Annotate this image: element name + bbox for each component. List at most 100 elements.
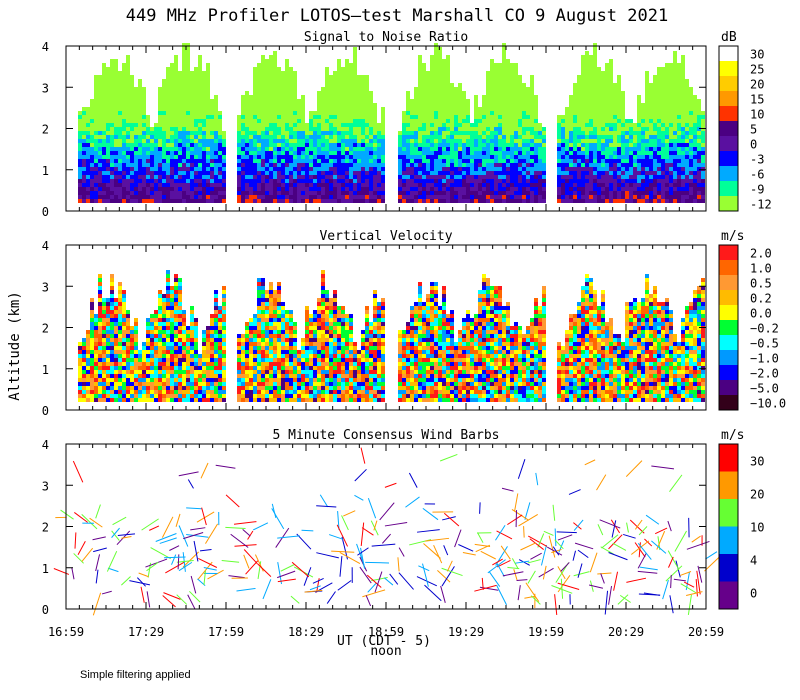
field-cell	[110, 87, 114, 91]
field-cell	[506, 171, 510, 175]
field-cell	[557, 155, 561, 159]
field-cell	[142, 119, 146, 123]
field-cell	[454, 163, 458, 167]
field-cell	[285, 91, 289, 95]
field-cell	[510, 111, 514, 115]
field-cell	[337, 63, 341, 67]
field-cell	[565, 187, 569, 191]
field-cell	[593, 79, 597, 83]
field-cell	[510, 127, 514, 131]
field-cell	[210, 163, 214, 167]
field-cell	[381, 139, 385, 143]
field-cell	[466, 107, 470, 111]
field-cell	[430, 103, 434, 107]
field-cell	[166, 155, 170, 159]
field-cell	[573, 155, 577, 159]
field-cell	[114, 342, 118, 346]
field-cell	[174, 67, 178, 71]
field-cell	[589, 95, 593, 99]
field-cell	[241, 195, 245, 199]
field-cell	[166, 151, 170, 155]
field-cell	[98, 167, 102, 171]
field-cell	[249, 143, 253, 147]
field-cell	[337, 147, 341, 151]
field-cell	[118, 119, 122, 123]
field-cell	[466, 159, 470, 163]
field-cell	[198, 67, 202, 71]
field-cell	[629, 195, 633, 199]
field-cell	[502, 55, 506, 59]
colorbar-label: -12	[750, 198, 772, 212]
field-cell	[261, 91, 265, 95]
field-cell	[601, 103, 605, 107]
field-cell	[333, 135, 337, 139]
field-cell	[301, 115, 305, 119]
field-cell	[685, 191, 689, 195]
field-cell	[478, 175, 482, 179]
field-cell	[502, 83, 506, 87]
field-cell	[118, 175, 122, 179]
field-cell	[661, 75, 665, 79]
field-cell	[561, 131, 565, 135]
field-cell	[194, 167, 198, 171]
field-cell	[122, 179, 126, 183]
field-cell	[470, 191, 474, 195]
field-cell	[345, 195, 349, 199]
field-cell	[621, 115, 625, 119]
field-cell	[257, 67, 261, 71]
field-cell	[122, 314, 126, 318]
field-cell	[273, 99, 277, 103]
field-cell	[613, 191, 617, 195]
field-cell	[110, 135, 114, 139]
field-cell	[577, 95, 581, 99]
field-cell	[353, 147, 357, 151]
field-cell	[110, 354, 114, 358]
field-cell	[565, 199, 569, 203]
field-cell	[206, 179, 210, 183]
field-cell	[130, 115, 134, 119]
field-cell	[402, 123, 406, 127]
field-cell	[154, 143, 158, 147]
field-cell	[677, 163, 681, 167]
field-cell	[102, 382, 106, 386]
field-cell	[470, 179, 474, 183]
field-cell	[573, 95, 577, 99]
field-cell	[565, 191, 569, 195]
field-cell	[86, 147, 90, 151]
field-cell	[126, 183, 130, 187]
field-cell	[301, 163, 305, 167]
field-cell	[502, 51, 506, 55]
field-cell	[333, 79, 337, 83]
field-cell	[681, 119, 685, 123]
field-cell	[118, 163, 122, 167]
field-cell	[353, 75, 357, 79]
field-cell	[281, 107, 285, 111]
field-cell	[98, 342, 102, 346]
field-cell	[261, 127, 265, 131]
field-cell	[669, 163, 673, 167]
field-cell	[257, 75, 261, 79]
field-cell	[633, 127, 637, 131]
field-cell	[241, 155, 245, 159]
field-cell	[333, 143, 337, 147]
field-cell	[557, 167, 561, 171]
field-cell	[593, 111, 597, 115]
field-cell	[502, 143, 506, 147]
field-cell	[633, 139, 637, 143]
field-cell	[281, 103, 285, 107]
field-cell	[329, 123, 333, 127]
field-cell	[625, 135, 629, 139]
field-cell	[345, 179, 349, 183]
field-cell	[90, 119, 94, 123]
field-cell	[261, 163, 265, 167]
field-cell	[498, 103, 502, 107]
field-cell	[182, 139, 186, 143]
field-cell	[281, 95, 285, 99]
field-cell	[253, 91, 257, 95]
field-cell	[669, 71, 673, 75]
field-cell	[206, 147, 210, 151]
field-cell	[518, 187, 522, 191]
field-cell	[561, 187, 565, 191]
field-cell	[142, 195, 146, 199]
field-cell	[454, 99, 458, 103]
